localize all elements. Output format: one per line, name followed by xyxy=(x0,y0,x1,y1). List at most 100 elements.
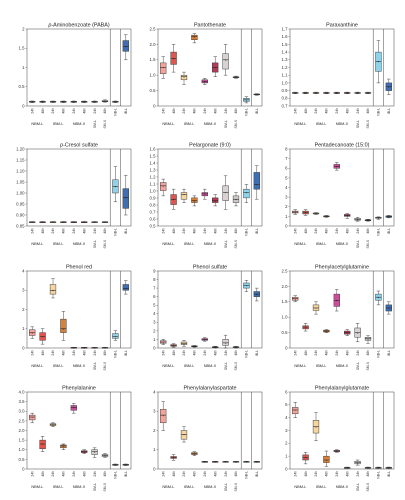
box-mean-marker: + xyxy=(246,460,248,464)
box-plot: + xyxy=(302,91,309,95)
box-mean-marker: + xyxy=(388,85,390,89)
box-mean-marker: + xyxy=(31,100,33,104)
x-tick-label: 24h xyxy=(203,471,207,477)
x-tick-label: 48h xyxy=(345,228,349,234)
chart-title: Pantothenate xyxy=(194,23,226,29)
x-tick-label: 48h xyxy=(82,350,86,356)
box-mean-marker: + xyxy=(378,60,380,64)
box-mean-marker: + xyxy=(305,325,307,329)
x-tick-label: NB-L xyxy=(245,350,249,358)
y-tick-label: 1 xyxy=(153,337,156,342)
box-plot: + xyxy=(39,328,46,345)
box-mean-marker: + xyxy=(183,342,185,346)
y-tick-label: 2 xyxy=(153,428,156,433)
x-tick-label: 24h xyxy=(203,108,207,114)
x-tick-label: 24h xyxy=(72,350,76,356)
x-tick-label: 24h xyxy=(224,350,228,356)
box-plot: + xyxy=(91,100,98,104)
y-tick-label: 6 xyxy=(285,389,288,394)
chart-svg: Phenol sulfate 0 1 2 3 4 5 6 7 8 9 + + + + + + + + + +24h 48h… xyxy=(153,265,263,370)
group-label: SM-X xyxy=(234,361,238,370)
box-mean-marker: + xyxy=(63,100,65,104)
y-tick-label: 1 xyxy=(22,65,25,70)
box-plot: + xyxy=(180,71,188,85)
y-tick-label: 1 xyxy=(285,214,288,219)
chart-svg: Phenylacetylglutamine 0 0.5 1.0 1.5 2.0 2.5 + + +… xyxy=(282,265,395,370)
box-plot: + xyxy=(70,220,77,224)
y-tick-label: 1.20 xyxy=(16,146,25,151)
group-label: NBM-X xyxy=(336,121,349,126)
y-tick-label: 1.05 xyxy=(16,179,25,184)
x-tick-label: 48h xyxy=(366,471,370,477)
box-mean-marker: + xyxy=(336,298,338,302)
box-mean-marker: + xyxy=(42,220,44,224)
box-plot: + xyxy=(170,44,177,73)
group-label: NBM-L xyxy=(162,363,175,368)
y-tick-label: 0 xyxy=(285,345,288,350)
box-plot: + xyxy=(344,213,351,219)
y-tick-label: 1.3 xyxy=(282,57,289,62)
x-tick-label: 48h xyxy=(213,471,217,477)
y-tick-label: 3.0 xyxy=(19,409,26,414)
box-plot: + xyxy=(201,78,208,85)
group-label: NBM-L xyxy=(294,363,307,368)
box-plot: + xyxy=(253,460,260,464)
y-tick-label: 4 xyxy=(285,185,288,190)
group-label: IBM-L xyxy=(184,363,195,368)
x-tick-label: 24h xyxy=(93,108,97,114)
x-tick-label: 24h xyxy=(51,350,55,356)
box-mean-marker: + xyxy=(214,66,216,70)
chart-title: p-Aminobenzoate (PABA) xyxy=(47,23,110,29)
chart-panel: Paraxanthine 0.7 0.8 0.9 1.0 1.1 1.2 1.3 1.4 1.5 1… xyxy=(272,20,396,136)
box-mean-marker: + xyxy=(294,408,296,412)
x-tick-label: IB-L xyxy=(124,471,128,477)
x-tick-label: NB-L xyxy=(114,228,118,236)
box-plot: + xyxy=(122,34,129,61)
box-mean-marker: + xyxy=(125,45,127,49)
y-tick-label: 1.6 xyxy=(282,34,289,39)
box-body xyxy=(39,439,46,450)
box-mean-marker: + xyxy=(63,220,65,224)
box-plot: + xyxy=(243,96,250,104)
box-plot: + xyxy=(292,91,299,95)
x-tick-label: 24h xyxy=(182,108,186,114)
box-plot: + xyxy=(81,100,88,104)
plot-frame xyxy=(289,270,395,349)
box-mean-marker: + xyxy=(52,423,54,427)
x-tick-label: 24h xyxy=(335,350,339,356)
chart-title-part: -Aminobenzoate (PABA) xyxy=(51,23,110,29)
box-plot: + xyxy=(302,209,309,216)
y-tick-label: 1.2 xyxy=(150,174,157,179)
group-label: SM-X xyxy=(234,482,238,491)
box-plot: + xyxy=(170,343,177,348)
box-mean-marker: + xyxy=(336,449,338,453)
box-mean-marker: + xyxy=(63,327,65,331)
group-label: SM-X xyxy=(234,119,238,128)
group-label: SM-X xyxy=(103,361,107,370)
box-plot: + xyxy=(160,401,167,431)
box-mean-marker: + xyxy=(246,98,248,102)
box-plot: + xyxy=(101,453,109,458)
group-label: IBM-L xyxy=(53,484,64,489)
x-tick-label: 24h xyxy=(51,471,55,477)
group-label: IBM-L xyxy=(316,484,327,489)
y-tick-label: 1.6 xyxy=(150,146,157,151)
chart-svg: Pentadecanoate (15:0) 0 1 2 3 4 5 6 7 8 + + + + + + + + + +… xyxy=(285,143,395,248)
x-tick-label: 24h xyxy=(72,471,76,477)
x-tick-label: NB-L xyxy=(377,228,381,236)
x-tick-label: 24h xyxy=(224,108,228,114)
box-plot: + xyxy=(385,466,392,470)
box-mean-marker: + xyxy=(256,292,258,296)
box-body xyxy=(170,194,177,205)
plot-frame xyxy=(157,148,263,227)
group-label: NBM-L xyxy=(31,484,44,489)
x-tick-label: 48h xyxy=(103,228,107,234)
box-mean-marker: + xyxy=(104,220,106,224)
box-plot: + xyxy=(191,195,198,207)
box-plot: + xyxy=(191,344,198,348)
x-tick-label: IB-L xyxy=(124,108,128,114)
y-tick-label: 0.9 xyxy=(282,88,289,93)
y-tick-label: 0.9 xyxy=(150,195,157,200)
group-label: NBM-L xyxy=(294,121,307,126)
